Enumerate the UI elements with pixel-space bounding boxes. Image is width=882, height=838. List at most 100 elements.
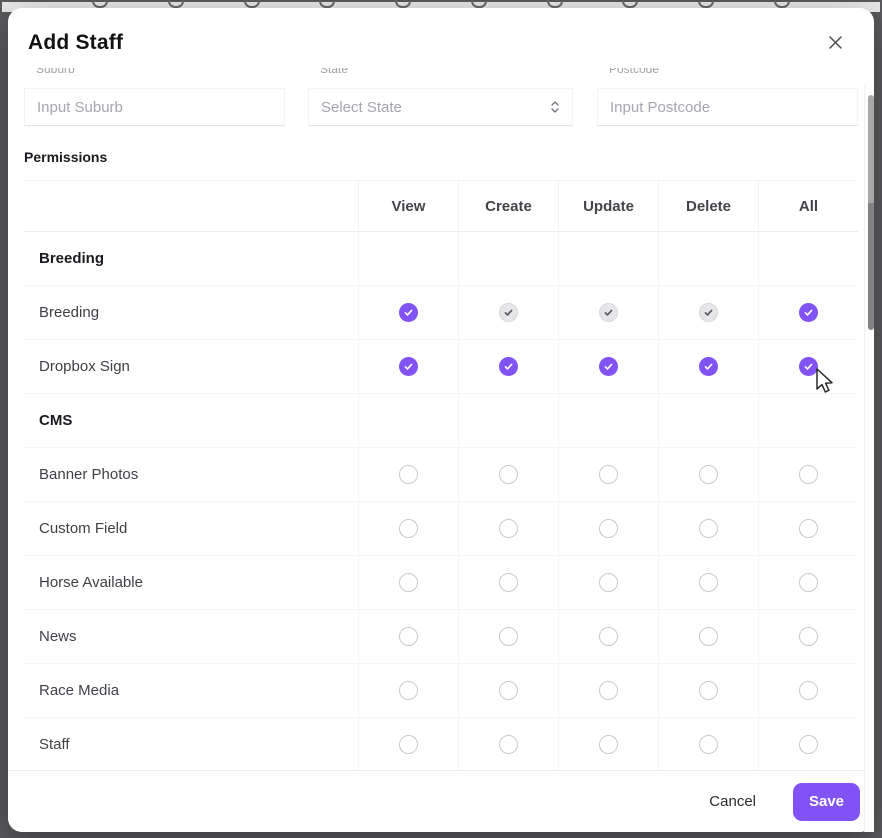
permission-cell-empty xyxy=(358,232,458,285)
suburb-input[interactable]: Input Suburb xyxy=(24,88,285,126)
checkbox-news-create[interactable] xyxy=(499,627,518,646)
suburb-placeholder: Input Suburb xyxy=(37,98,123,116)
checkbox-news-view[interactable] xyxy=(399,627,418,646)
permission-cell xyxy=(458,502,558,555)
permission-cell xyxy=(358,556,458,609)
add-staff-modal: Add Staff Suburb State Postcode Input Su… xyxy=(8,8,874,832)
checkbox-race-media-create[interactable] xyxy=(499,681,518,700)
checkbox-staff-create[interactable] xyxy=(499,735,518,754)
permission-cell-empty xyxy=(458,394,558,447)
checkbox-banner-photos-all[interactable] xyxy=(799,465,818,484)
permission-cell xyxy=(458,556,558,609)
permission-group-row: CMS xyxy=(24,394,858,448)
checkbox-custom-field-view[interactable] xyxy=(399,519,418,538)
permission-row: Dropbox Sign xyxy=(24,340,858,394)
permissions-table-body: Breeding Breeding Dropbox Sign CMS Banner Ph… xyxy=(24,232,858,770)
background-icon-fragment xyxy=(243,1,260,8)
permission-cell xyxy=(358,448,458,501)
checkbox-breeding-all[interactable] xyxy=(799,303,818,322)
background-icon-fragment xyxy=(395,1,412,8)
checkbox-news-update[interactable] xyxy=(599,627,618,646)
permission-row: Race Media xyxy=(24,664,858,718)
permission-cell xyxy=(658,502,758,555)
checkbox-horse-available-update[interactable] xyxy=(599,573,618,592)
scrollbar-thumb[interactable] xyxy=(868,95,874,330)
permission-cell xyxy=(758,286,858,339)
checkbox-breeding-delete xyxy=(699,303,718,322)
background-icon-fragment xyxy=(319,1,336,8)
close-icon xyxy=(828,35,842,49)
permission-row: Custom Field xyxy=(24,502,858,556)
permission-cell xyxy=(558,448,658,501)
checkbox-dropbox-sign-all[interactable] xyxy=(799,357,818,376)
permission-cell xyxy=(458,718,558,770)
permission-cell xyxy=(658,448,758,501)
checkbox-banner-photos-update[interactable] xyxy=(599,465,618,484)
checkbox-custom-field-update[interactable] xyxy=(599,519,618,538)
checkbox-banner-photos-view[interactable] xyxy=(399,465,418,484)
permission-cell-empty xyxy=(458,232,558,285)
checkbox-news-all[interactable] xyxy=(799,627,818,646)
scrollbar-track[interactable] xyxy=(864,85,874,832)
background-icon-fragment xyxy=(92,1,108,8)
permission-cell xyxy=(458,286,558,339)
save-button[interactable]: Save xyxy=(793,782,860,821)
checkbox-race-media-delete[interactable] xyxy=(699,681,718,700)
checkbox-dropbox-sign-create[interactable] xyxy=(499,357,518,376)
checkbox-staff-all[interactable] xyxy=(799,735,818,754)
permission-cell xyxy=(458,610,558,663)
checkbox-race-media-all[interactable] xyxy=(799,681,818,700)
permission-cell xyxy=(358,286,458,339)
checkbox-race-media-view[interactable] xyxy=(399,681,418,700)
permission-cell-empty xyxy=(358,394,458,447)
state-select[interactable]: Select State xyxy=(308,88,573,126)
suburb-field-label: Suburb xyxy=(36,68,75,76)
permission-cell xyxy=(658,664,758,717)
permission-cell xyxy=(558,664,658,717)
checkbox-news-delete[interactable] xyxy=(699,627,718,646)
checkbox-staff-delete[interactable] xyxy=(699,735,718,754)
permission-row-label: Banner Photos xyxy=(39,466,139,483)
checkbox-breeding-create xyxy=(499,303,518,322)
modal-footer: Cancel Save xyxy=(8,770,874,832)
postcode-input[interactable]: Input Postcode xyxy=(597,88,858,126)
checkbox-horse-available-view[interactable] xyxy=(399,573,418,592)
permission-cell xyxy=(358,664,458,717)
checkbox-dropbox-sign-update[interactable] xyxy=(599,357,618,376)
permission-row: Staff xyxy=(24,718,858,770)
checkbox-staff-view[interactable] xyxy=(399,735,418,754)
permission-cell-empty xyxy=(758,394,858,447)
checkbox-banner-photos-create[interactable] xyxy=(499,465,518,484)
checkbox-dropbox-sign-delete[interactable] xyxy=(699,357,718,376)
background-icon-fragment xyxy=(470,1,487,8)
permission-cell xyxy=(758,502,858,555)
checkbox-breeding-view[interactable] xyxy=(399,303,418,322)
checkbox-staff-update[interactable] xyxy=(599,735,618,754)
cancel-button[interactable]: Cancel xyxy=(709,793,756,810)
checkbox-race-media-update[interactable] xyxy=(599,681,618,700)
checkbox-horse-available-all[interactable] xyxy=(799,573,818,592)
header-name-spacer xyxy=(24,181,358,231)
checkbox-dropbox-sign-view[interactable] xyxy=(399,357,418,376)
permission-row-label: Horse Available xyxy=(39,574,143,591)
permission-cell xyxy=(558,340,658,393)
checkbox-horse-available-create[interactable] xyxy=(499,573,518,592)
column-header-create: Create xyxy=(458,181,558,231)
permission-row-label: News xyxy=(39,628,77,645)
permissions-table: View Create Update Delete All Breeding Br… xyxy=(24,180,858,770)
permission-cell xyxy=(358,502,458,555)
permission-row: Horse Available xyxy=(24,556,858,610)
permission-cell xyxy=(758,448,858,501)
checkbox-custom-field-delete[interactable] xyxy=(699,519,718,538)
permissions-section-label: Permissions xyxy=(24,149,108,165)
permission-group-name: CMS xyxy=(39,412,73,429)
checkbox-banner-photos-delete[interactable] xyxy=(699,465,718,484)
permission-group-row: Breeding xyxy=(24,232,858,286)
checkbox-horse-available-delete[interactable] xyxy=(699,573,718,592)
checkbox-custom-field-create[interactable] xyxy=(499,519,518,538)
background-page-strip xyxy=(2,1,880,12)
permission-cell xyxy=(358,610,458,663)
close-button[interactable] xyxy=(821,28,849,56)
checkbox-custom-field-all[interactable] xyxy=(799,519,818,538)
permission-cell xyxy=(358,340,458,393)
